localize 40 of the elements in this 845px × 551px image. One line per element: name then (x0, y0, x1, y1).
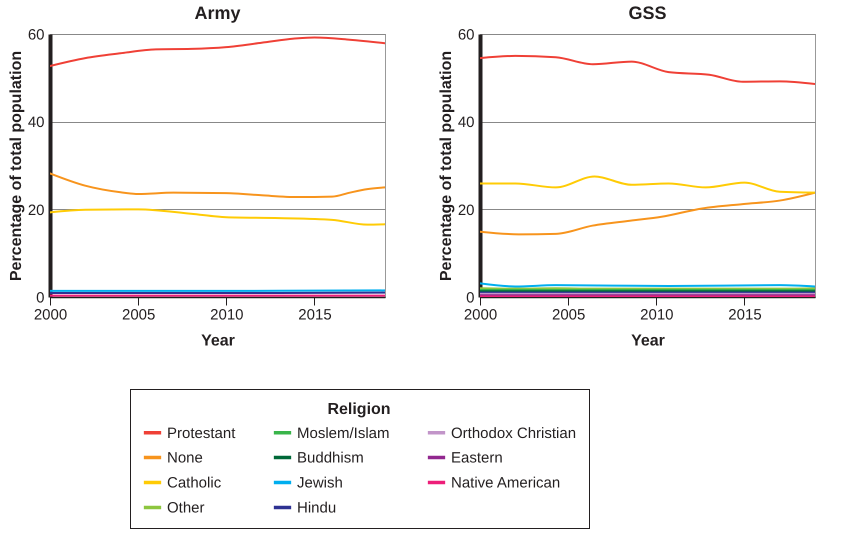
x-tick-label: 2005 (122, 306, 156, 324)
x-tick-label: 2005 (552, 306, 586, 324)
legend-label: Orthodox Christian (451, 424, 576, 442)
chart-title: Army (194, 3, 241, 23)
y-tick-label: 40 (458, 114, 474, 132)
y-axis-title: Percentage of total population (8, 50, 25, 282)
legend-label: None (167, 450, 203, 466)
legend-label: Protestant (167, 424, 236, 442)
line-series (50, 172, 385, 198)
y-tick-label: 0 (36, 290, 44, 306)
line-series (480, 175, 815, 194)
legend-label: Jewish (297, 474, 343, 492)
legend-label: Moslem/Islam (297, 424, 390, 442)
legend-title: Religion (327, 401, 391, 418)
legend-label: Catholic (167, 474, 222, 492)
legend-label: Hindu (297, 500, 336, 516)
x-tick-label: 2010 (640, 306, 674, 324)
line-series (50, 208, 385, 226)
line-series (50, 36, 385, 67)
x-tick-label: 2010 (210, 306, 244, 324)
x-tick-label: 2015 (298, 306, 332, 324)
y-axis-title: Percentage of total population (438, 50, 455, 282)
y-tick-label: 20 (28, 202, 44, 219)
chart-title: GSS (628, 3, 667, 23)
x-axis-title: Year (201, 332, 235, 350)
y-tick-label: 20 (458, 202, 474, 219)
y-tick-label: 0 (466, 290, 474, 306)
x-tick-label: 2000 (464, 306, 498, 324)
x-tick-label: 2000 (34, 306, 68, 324)
y-tick-label: 40 (28, 114, 44, 132)
line-series (480, 192, 815, 236)
y-tick-label: 60 (28, 26, 44, 44)
line-series (480, 54, 815, 85)
x-tick-label: 2015 (728, 306, 762, 324)
y-tick-label: 60 (458, 26, 474, 44)
legend-label: Buddhism (297, 450, 364, 466)
legend-label: Other (167, 500, 205, 516)
legend-label: Eastern (451, 450, 503, 466)
x-axis-title: Year (631, 332, 665, 350)
legend-label: Native American (451, 474, 560, 492)
